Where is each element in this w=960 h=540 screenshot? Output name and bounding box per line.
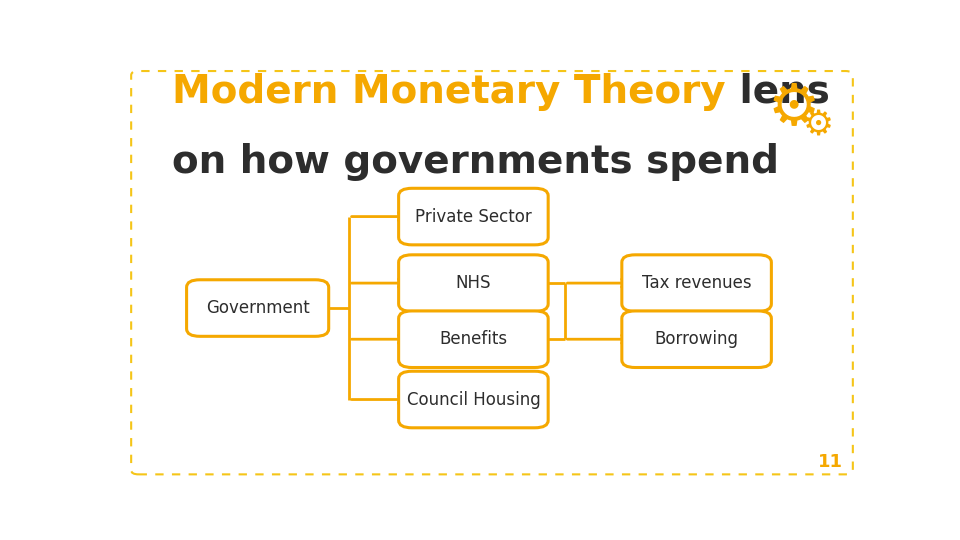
- FancyBboxPatch shape: [398, 188, 548, 245]
- Text: Benefits: Benefits: [440, 330, 508, 348]
- Text: NHS: NHS: [456, 274, 492, 292]
- Text: Private Sector: Private Sector: [415, 207, 532, 226]
- Text: ⚙: ⚙: [803, 108, 833, 142]
- Text: lens: lens: [726, 72, 829, 111]
- FancyBboxPatch shape: [398, 371, 548, 428]
- Text: Borrowing: Borrowing: [655, 330, 738, 348]
- Text: ⚙: ⚙: [767, 80, 820, 137]
- Text: on how governments spend: on how governments spend: [172, 143, 780, 181]
- Text: 11: 11: [818, 453, 843, 471]
- Text: Tax revenues: Tax revenues: [642, 274, 752, 292]
- FancyBboxPatch shape: [622, 311, 772, 368]
- FancyBboxPatch shape: [186, 280, 328, 336]
- FancyBboxPatch shape: [398, 311, 548, 368]
- FancyBboxPatch shape: [622, 255, 772, 312]
- Text: Government: Government: [205, 299, 309, 317]
- Text: Council Housing: Council Housing: [406, 390, 540, 409]
- FancyBboxPatch shape: [398, 255, 548, 312]
- Text: Modern Monetary Theory: Modern Monetary Theory: [172, 72, 726, 111]
- FancyBboxPatch shape: [132, 71, 852, 474]
